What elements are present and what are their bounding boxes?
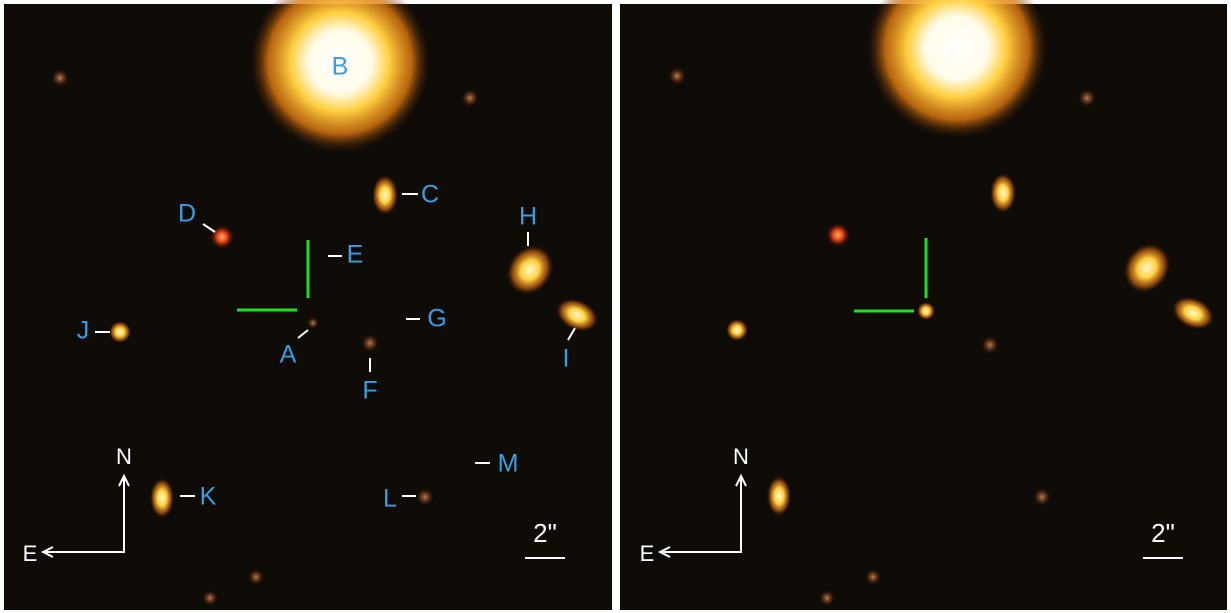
- compass-north: N: [116, 444, 132, 469]
- label: G: [427, 305, 446, 333]
- label: L: [383, 485, 397, 513]
- compass-north: N: [733, 444, 749, 469]
- panel-right: N E 2": [620, 0, 1227, 610]
- label: B: [332, 53, 349, 81]
- scale-label: 2": [1151, 518, 1175, 548]
- compass-east: E: [640, 541, 655, 566]
- label: K: [200, 483, 217, 511]
- label: F: [362, 377, 377, 405]
- label: M: [498, 450, 519, 478]
- divider: [612, 0, 620, 613]
- label: I: [563, 345, 570, 373]
- label: C: [421, 181, 439, 209]
- label: E: [347, 241, 364, 269]
- compass-east: E: [23, 541, 38, 566]
- label: J: [77, 317, 90, 345]
- figure: B C D E H J A G F I K L M N E 2" N E 2": [0, 0, 1231, 613]
- label: H: [519, 203, 537, 231]
- label: A: [280, 341, 297, 369]
- scale-label: 2": [533, 518, 557, 548]
- label: D: [178, 200, 196, 228]
- panel-left: B C D E H J A G F I K L M N E 2": [4, 0, 612, 610]
